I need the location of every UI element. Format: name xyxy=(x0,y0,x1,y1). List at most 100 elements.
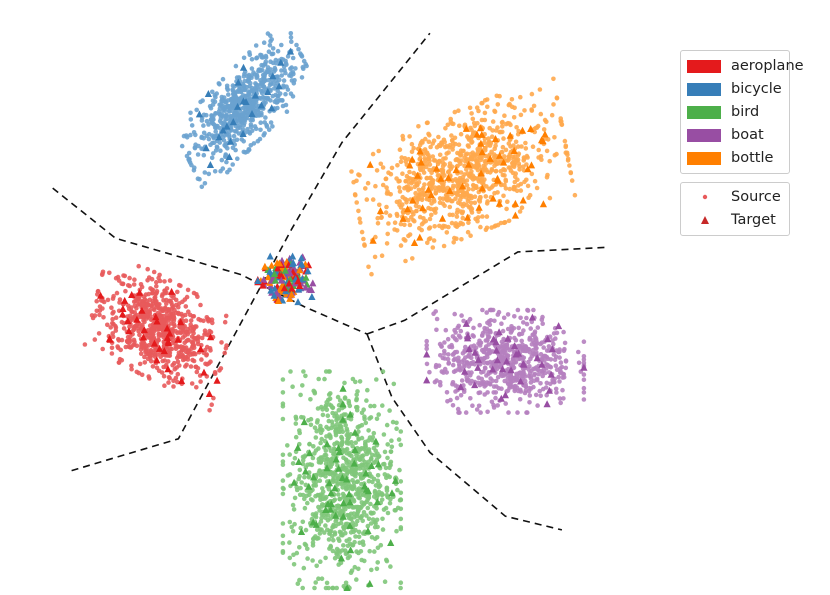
target-point-aeroplane xyxy=(213,376,221,384)
source-point-bicycle xyxy=(179,143,185,149)
target-point-bottle xyxy=(409,196,417,204)
target-point-bicycle xyxy=(239,97,248,105)
target-point-aeroplane xyxy=(197,345,205,353)
source-point-bottle xyxy=(487,152,493,158)
source-point-bird xyxy=(398,580,404,585)
source-point-bird xyxy=(348,511,354,517)
source-point-aeroplane xyxy=(161,313,166,319)
source-point-bicycle xyxy=(296,46,301,52)
source-point-boat xyxy=(442,340,447,345)
target-point-bicycle xyxy=(266,267,274,275)
source-point-bottle xyxy=(440,169,446,175)
source-point-bird xyxy=(356,437,362,442)
source-point-boat xyxy=(523,384,529,389)
target-point-bottle xyxy=(477,169,485,177)
source-point-bottle xyxy=(416,124,421,129)
source-point-bird xyxy=(322,376,327,382)
source-point-bicycle xyxy=(251,100,256,106)
source-point-bird xyxy=(337,538,342,543)
source-point-bottle xyxy=(441,243,447,249)
source-point-bird xyxy=(312,390,318,396)
source-point-bicycle xyxy=(221,138,227,143)
source-point-boat xyxy=(438,383,443,388)
source-point-boat xyxy=(558,369,563,374)
target-point-bottle xyxy=(446,187,454,194)
source-point-bird xyxy=(293,434,299,440)
source-point-bird xyxy=(302,496,307,502)
target-point-bird xyxy=(351,428,359,436)
target-point-bird xyxy=(325,479,333,487)
source-point-bottle xyxy=(449,137,455,143)
source-point-bottle xyxy=(469,210,475,215)
source-point-boat xyxy=(469,361,475,367)
source-point-bicycle xyxy=(212,169,218,174)
source-point-boat xyxy=(462,364,467,369)
source-point-bicycle xyxy=(191,168,197,173)
target-point-bird xyxy=(362,469,370,477)
target-point-aeroplane xyxy=(133,315,141,323)
legend-label-bottle: bottle xyxy=(731,150,774,166)
source-point-bottle xyxy=(426,131,431,137)
source-point-aeroplane xyxy=(182,333,188,338)
source-point-aeroplane xyxy=(119,357,125,363)
source-point-boat xyxy=(443,327,449,333)
source-point-aeroplane xyxy=(194,324,199,329)
source-point-bird xyxy=(315,406,321,411)
source-point-boat xyxy=(445,399,450,404)
source-point-bicycle xyxy=(247,50,252,55)
target-point-bicycle xyxy=(257,101,265,109)
source-point-aeroplane xyxy=(207,408,212,413)
source-point-bottle xyxy=(515,177,520,182)
source-point-bird xyxy=(356,507,361,512)
source-point-bottle xyxy=(388,171,394,177)
source-point-bicycle xyxy=(252,124,258,129)
source-point-bottle xyxy=(495,102,501,107)
source-point-bottle xyxy=(364,197,370,202)
source-point-boat xyxy=(493,362,499,367)
legend-swatch-aeroplane xyxy=(687,60,721,73)
source-point-bird xyxy=(310,540,316,545)
source-point-bird xyxy=(388,449,394,455)
source-point-bicycle xyxy=(301,58,307,64)
source-point-bird xyxy=(395,487,400,493)
source-point-bottle xyxy=(534,185,540,191)
target-point-bottle xyxy=(406,161,414,169)
source-point-bicycle xyxy=(218,168,223,174)
source-point-bird xyxy=(342,396,348,401)
source-point-bottle xyxy=(526,195,531,200)
source-point-bottle xyxy=(414,208,419,214)
source-point-boat xyxy=(560,375,566,380)
source-point-bottle xyxy=(486,136,491,141)
source-point-bottle xyxy=(497,93,502,99)
source-point-bird xyxy=(350,505,355,510)
source-point-aeroplane xyxy=(212,371,218,377)
source-point-bottle xyxy=(482,146,488,151)
source-point-bird xyxy=(391,381,397,387)
target-point-boat xyxy=(548,345,556,353)
source-point-bottle xyxy=(392,220,398,225)
source-point-aeroplane xyxy=(195,341,201,347)
source-point-bottle xyxy=(432,199,437,204)
source-point-bird xyxy=(380,516,385,522)
source-point-bottle xyxy=(457,123,462,129)
source-point-aeroplane xyxy=(125,338,130,344)
source-point-bicycle xyxy=(197,176,202,182)
target-point-boat xyxy=(423,350,431,358)
source-point-aeroplane xyxy=(198,379,203,384)
source-point-aeroplane xyxy=(188,364,194,369)
source-point-bottle xyxy=(472,200,478,206)
source-point-bicycle xyxy=(211,140,217,146)
source-point-aeroplane xyxy=(127,275,132,281)
source-point-aeroplane xyxy=(143,307,149,313)
target-point-bottle xyxy=(424,185,432,193)
source-point-bird xyxy=(318,440,323,446)
source-point-aeroplane xyxy=(162,383,167,389)
source-point-bottle xyxy=(372,254,378,260)
source-point-boat xyxy=(501,315,507,321)
source-point-bird xyxy=(353,379,358,385)
target-point-boat xyxy=(495,328,503,336)
source-point-bottle xyxy=(456,108,461,113)
source-point-bicycle xyxy=(201,123,206,128)
source-point-bird xyxy=(299,480,305,485)
target-point-bottle xyxy=(511,211,519,219)
